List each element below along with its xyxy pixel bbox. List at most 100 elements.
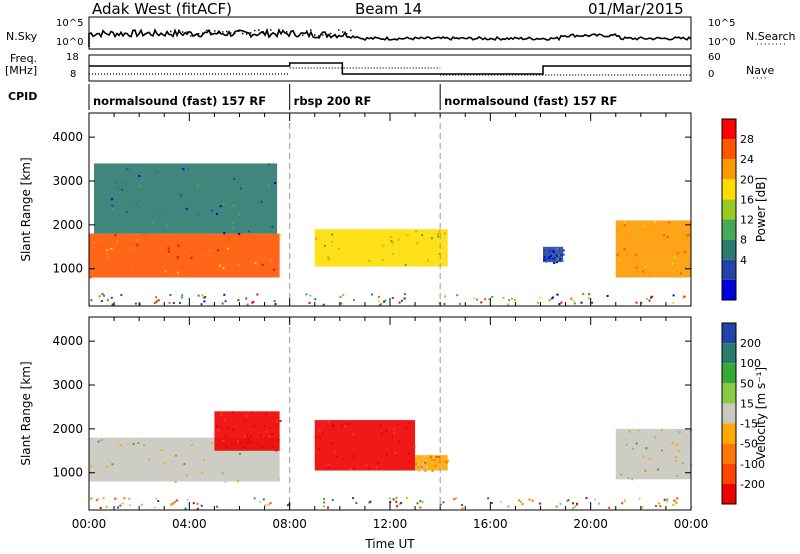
velocity-ytick-label-1: 2000	[52, 422, 83, 436]
velocity-colorbar-seg-8	[722, 483, 736, 504]
velocity-ground-speck	[196, 507, 199, 510]
velocity-speckle	[648, 458, 651, 461]
velocity-speckle	[385, 453, 388, 456]
power-ground-speck	[342, 293, 345, 296]
power-ground-speck	[651, 295, 653, 298]
power-speckle	[247, 230, 250, 233]
power-speckle	[390, 240, 393, 243]
velocity-speckle	[244, 435, 247, 437]
velocity-speckle	[416, 462, 419, 465]
velocity-ground-speck	[253, 497, 256, 500]
power-speckle	[260, 200, 263, 203]
velocity-ground-speck	[216, 505, 219, 508]
power-speckle	[552, 257, 555, 260]
power-speckle	[132, 246, 135, 249]
power-ground-speck	[308, 302, 311, 304]
mode-layer: normalsound (fast) 157 RF rbsp 200 RF norm…	[88, 84, 617, 110]
power-ground-speck	[391, 297, 394, 299]
power-speckle	[621, 220, 624, 223]
velocity-speckle	[433, 458, 436, 461]
velocity-ground-speck	[258, 500, 261, 503]
power-ground-speck	[459, 302, 462, 305]
nsky-panel-frame	[88, 16, 692, 50]
velocity-speckle	[418, 469, 421, 472]
beam-title: Beam 14	[355, 0, 423, 18]
power-speckle	[647, 274, 650, 277]
velocity-speckle	[424, 460, 427, 463]
power-speckle	[635, 266, 638, 269]
velocity-speckle	[148, 458, 150, 461]
velocity-ground-speck	[623, 499, 626, 502]
power-ground-speck	[587, 297, 590, 300]
power-speckle	[671, 262, 674, 265]
velocity-ground-speck	[521, 503, 524, 506]
power-speckle	[333, 240, 336, 243]
power-speckle	[222, 202, 225, 205]
power-speckle	[209, 249, 212, 252]
power-ground-speck	[156, 300, 159, 302]
velocity-speckle	[248, 441, 251, 444]
power-speckle	[548, 257, 551, 260]
velocity-speckle	[279, 420, 282, 422]
power-speckle	[237, 264, 240, 266]
power-speckle	[268, 163, 270, 166]
power-ground-speck	[556, 293, 559, 296]
velocity-speckle	[119, 444, 122, 447]
date-title: 01/Mar/2015	[588, 0, 684, 18]
power-colorbar-seg-8	[722, 279, 736, 300]
power-speckle	[427, 259, 430, 262]
xtick-label-3: 12:00	[373, 517, 408, 531]
velocity-ground-speck	[286, 504, 289, 507]
nsearch-trace	[170, 29, 352, 37]
power-speckle	[556, 257, 559, 260]
power-colorbar-frame	[721, 118, 737, 301]
power-speckle	[406, 234, 409, 237]
velocity-speckle	[445, 461, 448, 464]
velocity-ground-speck	[102, 497, 105, 500]
power-ground-speck	[172, 302, 175, 304]
power-speckle	[561, 248, 564, 251]
power-colorbar-tick-6: 4	[740, 254, 747, 267]
power-ground-speck	[537, 301, 540, 304]
velocity-speckle	[380, 432, 383, 435]
velocity-ground-speck	[555, 505, 558, 508]
power-ground-speck	[110, 296, 113, 299]
velocity-speckle	[175, 454, 177, 457]
power-speckle	[261, 263, 264, 266]
freq-trace	[89, 62, 691, 75]
power-speckle	[116, 240, 119, 243]
velocity-speckle	[190, 444, 193, 446]
velocity-ground-speck	[559, 502, 562, 505]
nave-tick-bottom: 0	[708, 69, 715, 80]
power-speckle	[409, 258, 411, 260]
power-ground-speck	[403, 293, 406, 296]
velocity-speckle	[276, 420, 278, 423]
velocity-speckle	[211, 442, 214, 445]
power-speckle	[279, 234, 282, 237]
power-ground-speck	[100, 300, 103, 303]
power-speckle	[232, 204, 235, 207]
velocity-speckle	[242, 446, 245, 449]
power-ground-speck	[682, 296, 685, 299]
velocity-ground-speck	[264, 504, 267, 507]
power-speckle	[634, 274, 637, 277]
power-speckle	[269, 259, 272, 262]
power-speckle	[381, 259, 384, 261]
power-ground-speck	[224, 300, 227, 303]
velocity-ground-speck	[531, 499, 534, 502]
power-speckle	[419, 239, 422, 242]
nave-label: Nave	[746, 64, 775, 77]
velocity-speckle	[444, 460, 447, 463]
velocity-ground-speck	[594, 498, 596, 501]
velocity-colorbar-tick-4: -15	[740, 418, 758, 431]
power-ground-speck	[606, 295, 609, 297]
power-speckle	[151, 221, 154, 224]
velocity-ground-speck	[121, 502, 124, 505]
xtick-label-4: 16:00	[473, 517, 508, 531]
power-ground-speck	[580, 301, 583, 304]
velocity-ground-speck	[392, 498, 395, 501]
power-ground-speck	[588, 293, 591, 296]
power-speckle	[156, 170, 159, 173]
velocity-speckle	[137, 442, 140, 444]
